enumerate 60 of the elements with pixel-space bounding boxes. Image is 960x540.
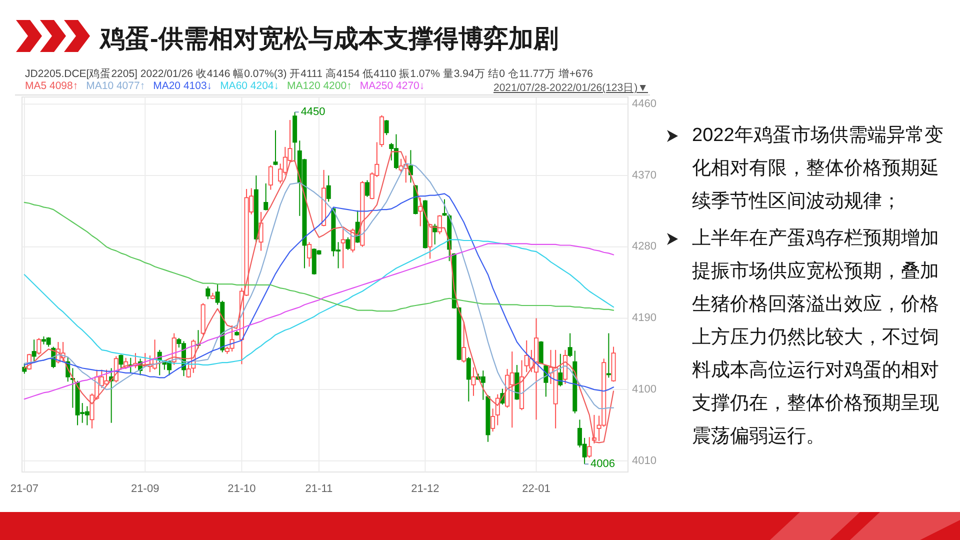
candlestick: [606, 332, 611, 378]
line-series: [24, 163, 614, 410]
candlestick: [538, 340, 544, 365]
x-tick-label: 21-10: [228, 483, 256, 495]
candlestick: [307, 242, 312, 268]
candlestick: [206, 286, 210, 300]
y-tick-label: 4100: [632, 383, 656, 396]
x-tick-label: 21-11: [305, 483, 333, 495]
y-tick-label: 4280: [632, 240, 656, 253]
text: JD2205.DCE[鸡蛋2205] 2022/01/26 收4146 幅0.07%(3) 开4111 高4154 低4110 振1.07% 量3.94万 结0 仓11.77万 增+676: [25, 67, 594, 80]
candlestick: [186, 361, 191, 378]
line-series: [24, 193, 614, 392]
text: MA60 4204↓: [220, 80, 280, 92]
candlestick: [558, 353, 563, 387]
candlestick: [258, 211, 264, 252]
candlestick: [587, 436, 592, 458]
annotation: 4006: [590, 458, 616, 470]
x-tick-label: 21-09: [131, 483, 160, 495]
candlestick: [471, 366, 476, 396]
text: 2021/07/28-2022/01/26(123日)▼: [493, 82, 648, 94]
candlestick: [495, 394, 500, 426]
text: 上半年在产蛋鸡存栏预期增加提振市场供应宽松预期，叠加生猪价格回落溢出效应，价格上方压力仍然比较大，不过饲料成本高位运行对鸡蛋的相对支撑仍在，整体价格预期呈现震荡偏弱运行。: [692, 227, 940, 449]
candlestick: [273, 130, 278, 166]
text: MA5 4098↑: [25, 80, 78, 92]
x-tick-label: 21-12: [411, 483, 440, 495]
candlestick: [428, 223, 432, 260]
text: 2022年鸡蛋市场供需端异常变化相对有限，整体价格预期延续季节性区间波动规律；: [692, 124, 944, 214]
y-tick-label: 4190: [632, 312, 656, 324]
text: MA120 4200↑: [287, 80, 352, 92]
candlestick: [442, 198, 447, 216]
text: MA250 4270↓: [360, 80, 425, 92]
y-tick-label: 4010: [632, 454, 656, 467]
line-series: [24, 243, 614, 400]
candlestick: [340, 228, 346, 269]
candlestick: [22, 362, 27, 374]
y-tick-label: 4370: [632, 169, 656, 182]
candlestick: [350, 228, 356, 253]
text: MA10 4077↑: [86, 80, 146, 92]
candlestick: [326, 174, 331, 202]
candlestick: [264, 182, 268, 211]
candlestick: [490, 408, 496, 432]
candlestick: [418, 197, 423, 227]
candlestick: [36, 338, 42, 356]
candlestick: [437, 214, 442, 235]
candlestick: [346, 236, 350, 251]
text: MA20 4103↓: [153, 80, 212, 92]
candlestick: [462, 322, 466, 364]
annotation: 4450: [300, 106, 326, 118]
candlestick: [118, 354, 124, 370]
x-tick-label: 22-01: [522, 483, 550, 495]
candlestick: [466, 356, 471, 402]
chart-title: 鸡蛋-供需相对宽松与成本支撑得博弈加剧: [99, 24, 558, 53]
candlestick: [32, 339, 36, 362]
candlestick: [268, 164, 273, 190]
candlestick: [365, 180, 370, 198]
line-series: [24, 202, 614, 312]
x-tick-label: 21-07: [10, 483, 38, 495]
candlestick: [568, 332, 572, 358]
y-tick-label: 4460: [632, 98, 656, 110]
candlestick: [384, 119, 389, 136]
